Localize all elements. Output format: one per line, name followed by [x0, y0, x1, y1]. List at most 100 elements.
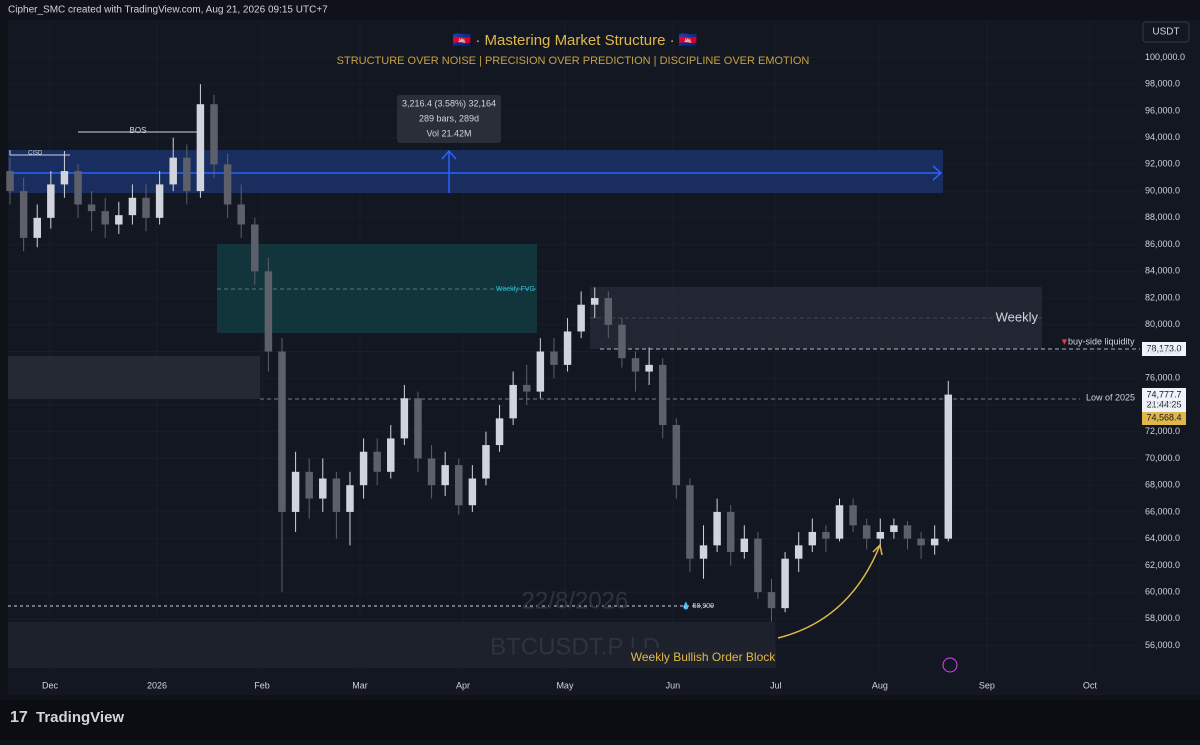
y-tick-label: 100,000.0 [1145, 52, 1185, 62]
y-tick-label: 80,000.0 [1145, 319, 1180, 329]
measure-text: 289 bars, 289d [419, 113, 479, 123]
candle-body [686, 485, 694, 559]
y-tick-label: 94,000.0 [1145, 132, 1180, 142]
candle-body [223, 164, 232, 205]
y-tick-label: 88,000.0 [1145, 212, 1180, 222]
candle-body [155, 184, 164, 218]
candle-body [849, 505, 857, 526]
currency[interactable]: USDT [1152, 27, 1179, 38]
candle-body [196, 104, 205, 192]
candle-body [604, 298, 613, 325]
curve-arrow [777, 544, 881, 639]
candle-body [359, 451, 368, 486]
x-tick-label: Apr [456, 680, 470, 690]
candle-body [264, 271, 273, 352]
candle-body [794, 545, 803, 559]
candle-body [509, 384, 517, 419]
candle-body [468, 478, 477, 506]
candle-body [101, 211, 109, 225]
candle-body [278, 351, 286, 512]
price-tag-text: 74,568.4 [1146, 412, 1181, 422]
candle-body [291, 471, 300, 512]
chart-subtitle: STRUCTURE OVER NOISE | PRECISION OVER PR… [337, 55, 810, 67]
x-tick-label: May [556, 680, 574, 690]
candle-body [183, 157, 191, 192]
candle-body [169, 157, 177, 185]
candle-body [441, 465, 449, 486]
currency-box[interactable] [1142, 21, 1190, 43]
price-tag [1142, 388, 1186, 412]
y-tick-label: 96,000.0 [1145, 105, 1180, 115]
buy-side-label: buy-side liquidity [1068, 336, 1135, 346]
y-tick-label: 90,000.0 [1145, 185, 1180, 195]
y-tick-label: 86,000.0 [1145, 239, 1180, 249]
watermark-date: 22/8/2026 [522, 587, 629, 614]
candle-body [427, 458, 436, 486]
candle-body [658, 364, 667, 426]
y-tick-label: 60,000.0 [1145, 586, 1180, 596]
countdown: 21:44:25 [1146, 399, 1181, 409]
x-tick-label: Feb [254, 680, 270, 690]
price-tag-text: 74,777.7 [1146, 389, 1181, 399]
price-tag-text: 78,173.0 [1146, 343, 1181, 353]
measure-text: 3,216.4 (3.58%) 32,164 [402, 98, 496, 108]
cisd-line [9, 150, 70, 156]
price-axis [1140, 20, 1200, 695]
x-tick-label: Jul [770, 680, 782, 690]
candle-body [713, 511, 721, 546]
x-tick-label: Oct [1083, 680, 1098, 690]
candle-body [210, 104, 218, 165]
candle-body [74, 171, 82, 205]
candle-body [482, 445, 490, 479]
x-tick-label: Mar [352, 680, 368, 690]
x-tick-label: Jun [666, 680, 681, 690]
candle-body [740, 538, 749, 553]
candle-body [319, 478, 327, 499]
candle-body [387, 438, 395, 472]
y-tick-label: 64,000.0 [1145, 533, 1180, 543]
supply-zone [8, 150, 943, 193]
candle-body [577, 304, 585, 332]
candle-body [563, 331, 572, 365]
y-tick-label: 68,000.0 [1145, 480, 1180, 490]
candle-body [862, 525, 871, 539]
low-label: 💧 58,900 [682, 601, 714, 610]
candle-body [6, 171, 14, 192]
y-tick-label: 74,000.0 [1145, 399, 1180, 409]
candle-body [590, 298, 599, 305]
measure-text: Vol 21.42M [426, 128, 471, 138]
y-tick-label: 70,000.0 [1145, 453, 1180, 463]
bos-label: BOS [130, 126, 147, 135]
candle-body [142, 197, 150, 218]
brand[interactable]: TradingView [36, 709, 124, 726]
candle-body [726, 511, 735, 553]
y-tick-label: 76,000.0 [1145, 373, 1180, 383]
candle-body [876, 531, 885, 539]
marker: ▼ [1060, 336, 1069, 346]
candle-body [645, 364, 653, 372]
arrow [932, 165, 943, 181]
y-tick-label: 66,000.0 [1145, 506, 1180, 516]
alert-icon[interactable] [942, 657, 958, 673]
price-tag [1142, 412, 1186, 425]
candle-body [414, 398, 422, 459]
measure-box [397, 95, 501, 143]
candle-body [767, 592, 776, 609]
footer [0, 700, 1200, 740]
candle-body [808, 531, 817, 546]
arrow [441, 149, 457, 160]
candle-body [523, 384, 531, 392]
candle-body [400, 398, 409, 439]
candle-body [618, 324, 626, 359]
candle-body [115, 215, 123, 225]
logo-mark: 17 [10, 709, 28, 726]
candle-body [754, 538, 762, 593]
time-axis [8, 675, 1140, 695]
y-tick-label: 92,000.0 [1145, 159, 1180, 169]
candle-body [944, 394, 953, 539]
y-tick-label: 82,000.0 [1145, 292, 1180, 302]
candle-body [699, 545, 708, 559]
price-tag [1142, 342, 1186, 356]
